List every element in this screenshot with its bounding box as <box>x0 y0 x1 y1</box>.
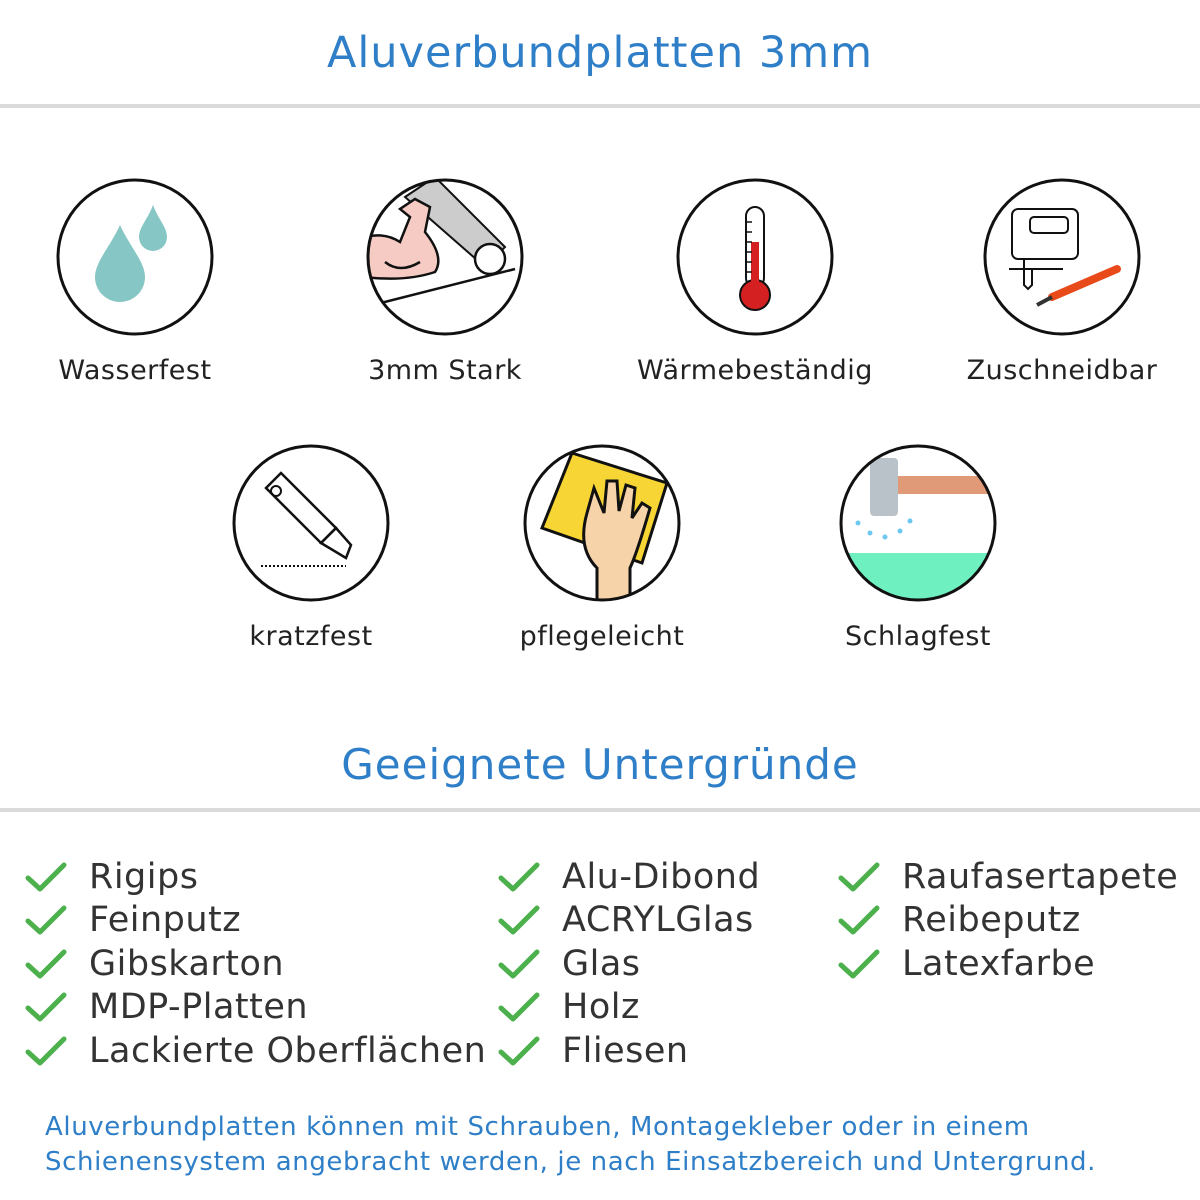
feature-schlagfest: Schlagfest <box>768 443 1068 652</box>
list-item: Rigips <box>25 855 486 899</box>
feature-label: 3mm Stark <box>368 355 522 386</box>
check-icon <box>838 862 880 892</box>
footer-line: Schienensystem angebracht werden, je nac… <box>45 1147 1097 1177</box>
check-icon <box>838 949 880 979</box>
list-item: Lackierte Oberflächen <box>25 1029 486 1073</box>
list-item-label: Lackierte Oberflächen <box>89 1030 487 1071</box>
check-icon <box>498 905 540 935</box>
check-icon <box>498 949 540 979</box>
divider <box>0 104 1200 108</box>
box-cutter-icon <box>232 444 390 602</box>
list-item: Latexfarbe <box>838 942 1178 986</box>
list-item-label: Reibeputz <box>902 900 1081 941</box>
feature-wasserfest: Wasserfest <box>0 177 285 386</box>
substrate-list-3: Raufasertapete Reibeputz Latexfarbe <box>838 855 1178 986</box>
list-item: Glas <box>498 942 760 986</box>
list-item-label: Latexfarbe <box>902 943 1096 984</box>
list-item-label: Glas <box>562 943 641 984</box>
feature-label: kratzfest <box>249 621 373 652</box>
list-item-label: Gibskarton <box>89 943 285 984</box>
list-item: Reibeputz <box>838 899 1178 943</box>
list-item: Raufasertapete <box>838 855 1178 899</box>
feature-label: Schlagfest <box>844 621 992 652</box>
check-icon <box>498 992 540 1022</box>
check-icon <box>25 905 67 935</box>
list-item: Fliesen <box>498 1029 760 1073</box>
list-item: MDP-Platten <box>25 986 486 1030</box>
check-icon <box>498 1036 540 1066</box>
list-item: Gibskarton <box>25 942 486 986</box>
list-item-label: Feinputz <box>89 900 242 941</box>
list-item-label: Holz <box>562 987 640 1028</box>
check-icon <box>498 862 540 892</box>
hand-cloth-icon <box>523 444 681 602</box>
substrate-list-1: Rigips Feinputz Gibskarton MDP-Platten Lacki… <box>25 855 486 1073</box>
water-drops-icon <box>56 178 214 336</box>
thermometer-icon <box>676 178 834 336</box>
check-icon <box>25 949 67 979</box>
check-icon <box>838 905 880 935</box>
list-item-label: ACRYLGlas <box>562 900 754 941</box>
list-item-label: Raufasertapete <box>902 856 1179 897</box>
feature-pflegeleicht: pflegeleicht <box>452 443 752 652</box>
feature-label: pflegeleicht <box>519 621 685 652</box>
list-item-label: MDP-Platten <box>89 987 309 1028</box>
feature-3mm-stark: 3mm Stark <box>295 177 595 386</box>
substrate-list-2: Alu-Dibond ACRYLGlas Glas Holz Fliesen <box>498 855 760 1073</box>
list-item: Holz <box>498 986 760 1030</box>
feature-waermebestaendig: Wärmebeständig <box>605 177 905 386</box>
footer-note: Aluverbundplatten können mit Schrauben, … <box>45 1110 1096 1180</box>
list-item: Alu-Dibond <box>498 855 760 899</box>
feature-label: Zuschneidbar <box>966 355 1158 386</box>
check-icon <box>25 862 67 892</box>
feature-label: Wärmebeständig <box>637 355 873 386</box>
list-item: Feinputz <box>25 899 486 943</box>
jigsaw-cutter-icon <box>983 178 1141 336</box>
feature-zuschneidbar: Zuschneidbar <box>912 177 1200 386</box>
check-icon <box>25 992 67 1022</box>
list-item-label: Fliesen <box>562 1030 689 1071</box>
page-title: Aluverbundplatten 3mm <box>326 28 874 78</box>
list-item-label: Rigips <box>89 856 199 897</box>
list-item: ACRYLGlas <box>498 899 760 943</box>
section-title: Geeignete Untergründe <box>341 740 859 789</box>
feature-label: Wasserfest <box>58 355 212 386</box>
muscle-arm-icon <box>366 178 524 336</box>
divider <box>0 808 1200 812</box>
list-item-label: Alu-Dibond <box>562 856 761 897</box>
check-icon <box>25 1036 67 1066</box>
footer-line: Aluverbundplatten können mit Schrauben, … <box>45 1112 1030 1142</box>
hammer-icon <box>839 444 997 602</box>
feature-kratzfest: kratzfest <box>161 443 461 652</box>
